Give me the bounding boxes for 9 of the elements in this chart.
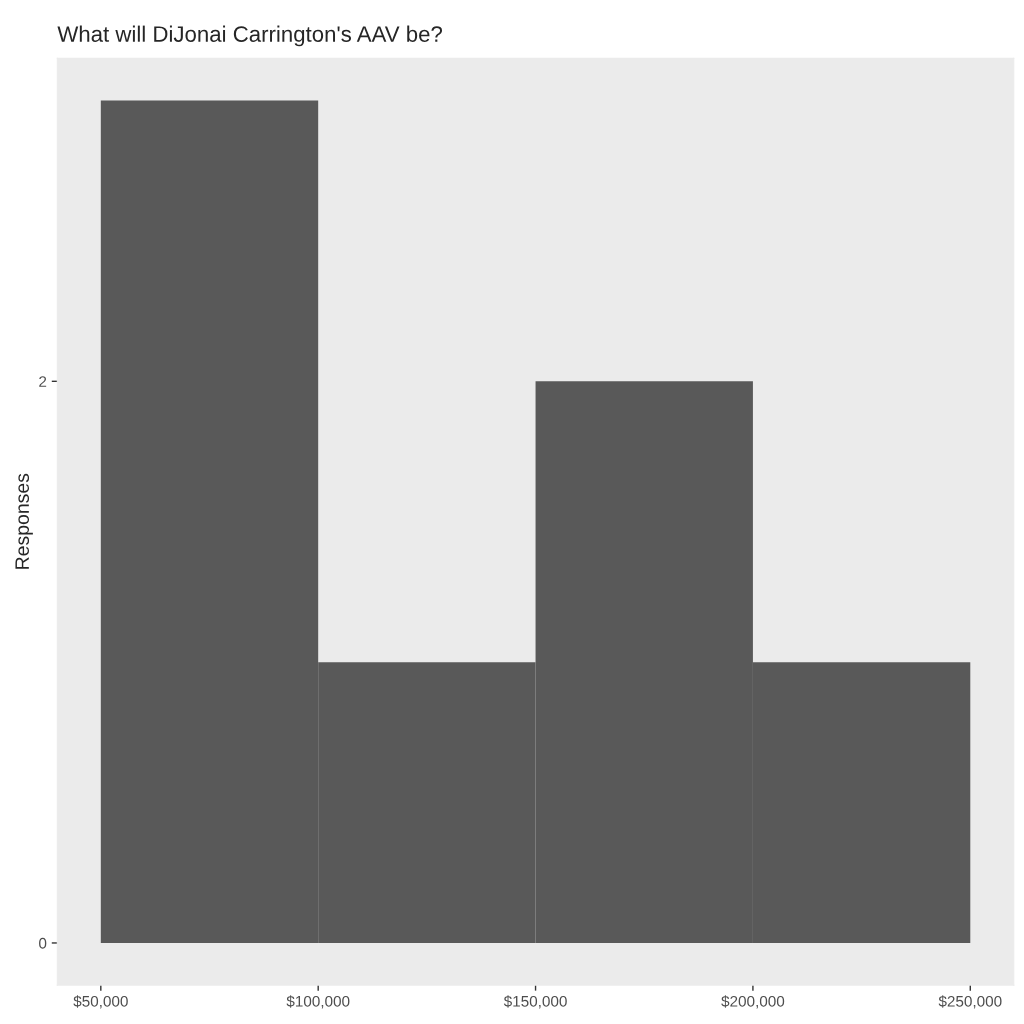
x-tick-label: $250,000 — [938, 995, 1002, 1009]
chart-title: What will DiJonai Carrington's AAV be? — [57, 25, 443, 47]
x-tick-label: $200,000 — [721, 995, 785, 1009]
y-tick-label: 0 — [39, 937, 47, 949]
x-tick-label: $150,000 — [503, 995, 567, 1009]
x-tick-label: $50,000 — [73, 995, 128, 1009]
y-axis-title: Responses — [15, 473, 33, 569]
x-tick-label: $100,000 — [286, 995, 350, 1009]
y-tick-label: 2 — [39, 376, 47, 387]
